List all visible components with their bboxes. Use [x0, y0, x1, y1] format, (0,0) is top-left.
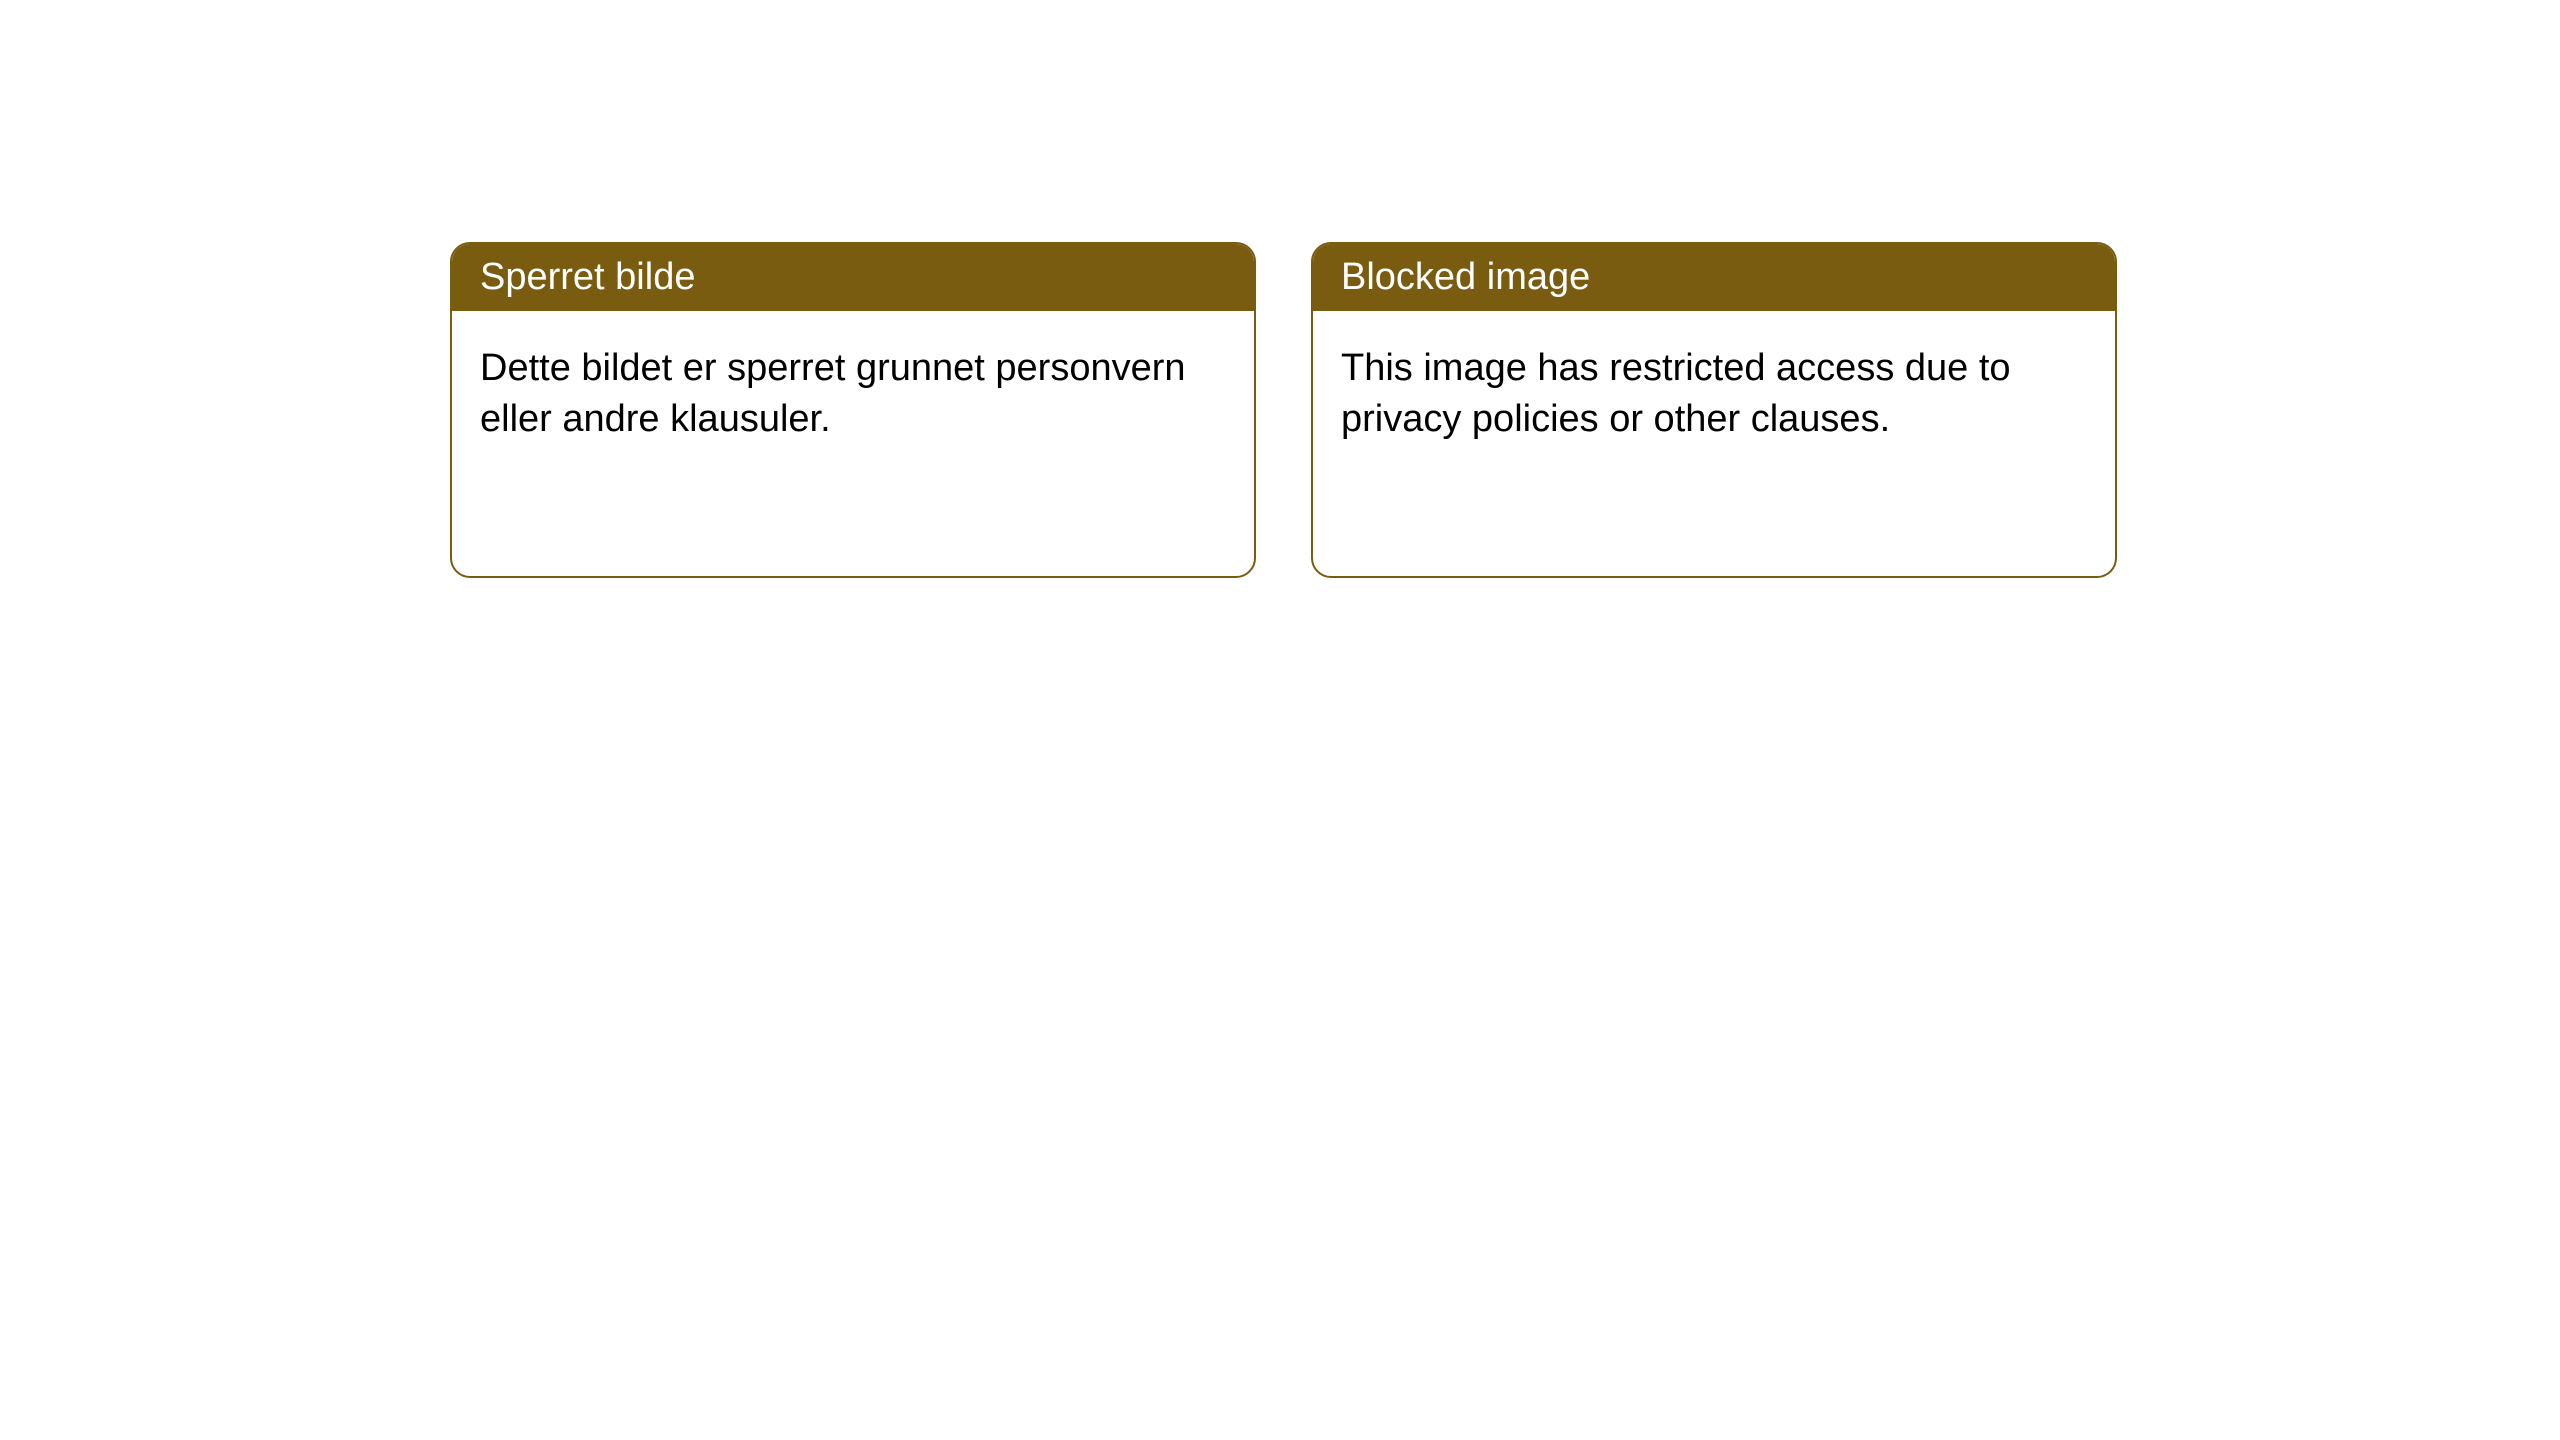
notice-container: Sperret bilde Dette bildet er sperret gr… [450, 242, 2117, 578]
notice-card-body: Dette bildet er sperret grunnet personve… [452, 311, 1254, 478]
notice-card-en: Blocked image This image has restricted … [1311, 242, 2117, 578]
notice-card-title: Blocked image [1313, 244, 2115, 311]
notice-card-title: Sperret bilde [452, 244, 1254, 311]
notice-card-no: Sperret bilde Dette bildet er sperret gr… [450, 242, 1256, 578]
notice-card-body: This image has restricted access due to … [1313, 311, 2115, 478]
